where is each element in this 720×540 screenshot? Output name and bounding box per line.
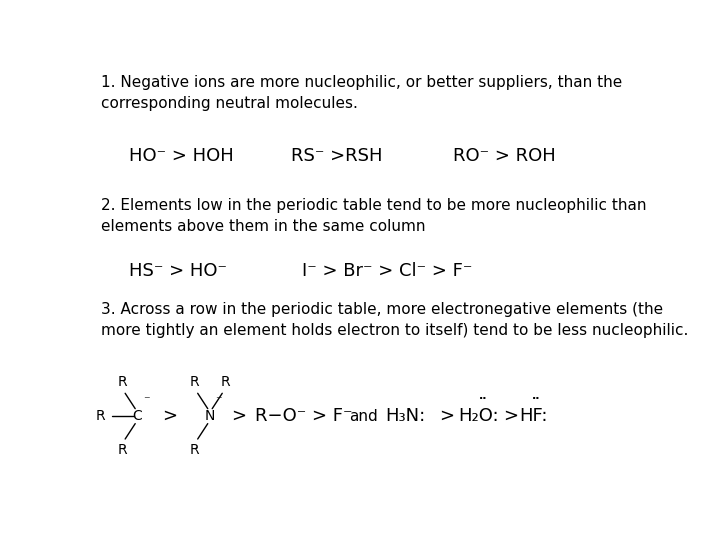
- Text: and: and: [349, 409, 378, 424]
- Text: ··: ··: [532, 394, 541, 404]
- Text: HF:: HF:: [520, 407, 548, 425]
- Text: R−O⁻ > F⁻: R−O⁻ > F⁻: [255, 407, 352, 425]
- Text: ··: ··: [479, 394, 487, 404]
- Text: >: >: [503, 407, 518, 425]
- Text: RS⁻ >RSH: RS⁻ >RSH: [291, 147, 382, 165]
- Text: H₃N:: H₃N:: [386, 407, 426, 425]
- Text: H₂O:: H₂O:: [459, 407, 499, 425]
- Text: >: >: [163, 407, 178, 425]
- Text: N: N: [204, 409, 215, 423]
- Text: HO⁻ > HOH: HO⁻ > HOH: [129, 147, 234, 165]
- Text: 2. Elements low in the periodic table tend to be more nucleophilic than
elements: 2. Elements low in the periodic table te…: [101, 198, 647, 234]
- Text: HS⁻ > HO⁻: HS⁻ > HO⁻: [129, 261, 227, 280]
- Text: ⁻: ⁻: [215, 394, 222, 407]
- Text: R: R: [220, 375, 230, 389]
- Text: RO⁻ > ROH: RO⁻ > ROH: [453, 147, 555, 165]
- Text: R: R: [190, 375, 199, 389]
- Text: >: >: [438, 407, 454, 425]
- Text: >: >: [231, 407, 246, 425]
- Text: R: R: [117, 375, 127, 389]
- Text: R: R: [117, 443, 127, 457]
- Text: 1. Negative ions are more nucleophilic, or better suppliers, than the
correspond: 1. Negative ions are more nucleophilic, …: [101, 75, 622, 111]
- Text: C: C: [132, 409, 143, 423]
- Text: ⁻: ⁻: [143, 394, 150, 407]
- Text: I⁻ > Br⁻ > Cl⁻ > F⁻: I⁻ > Br⁻ > Cl⁻ > F⁻: [302, 261, 472, 280]
- Text: 3. Across a row in the periodic table, more electronegative elements (the
more t: 3. Across a row in the periodic table, m…: [101, 302, 688, 338]
- Text: R: R: [96, 409, 106, 423]
- Text: R: R: [190, 443, 199, 457]
